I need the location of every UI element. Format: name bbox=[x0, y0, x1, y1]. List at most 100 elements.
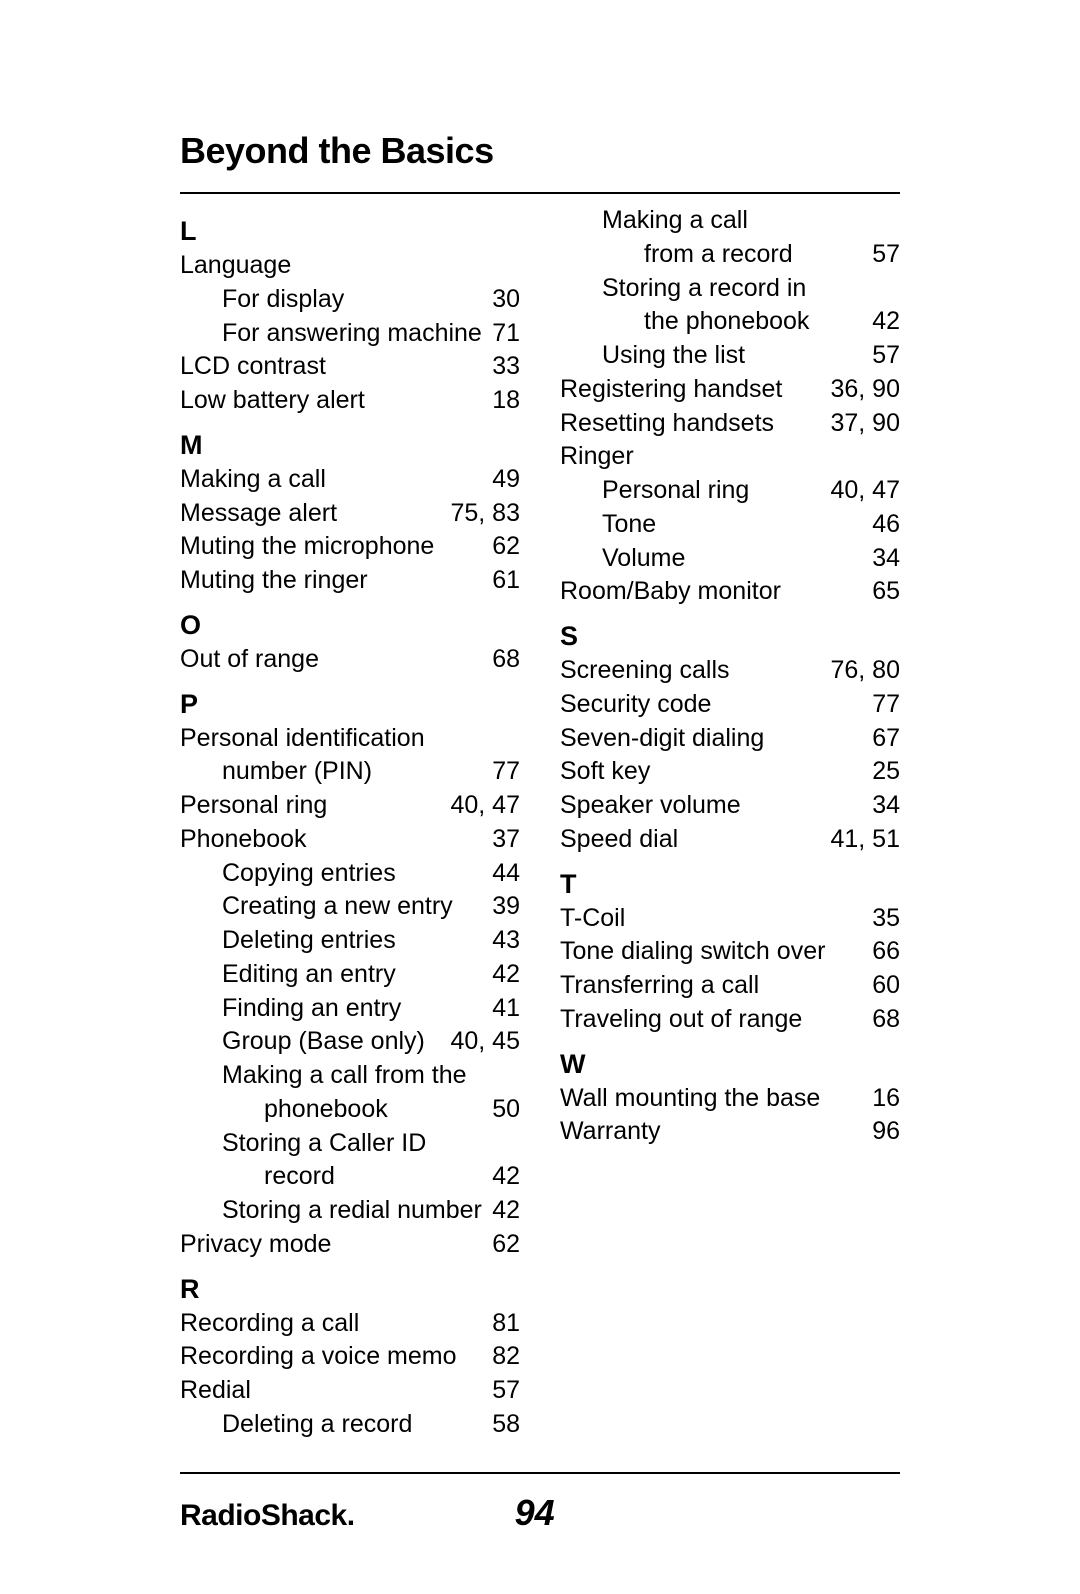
index-entry-label: Making a call bbox=[560, 204, 892, 238]
index-entry: Message alert75, 83 bbox=[180, 497, 520, 531]
index-entry: Personal identification bbox=[180, 722, 520, 756]
footer: RadioShack. 94 bbox=[180, 1492, 900, 1534]
index-entry: number (PIN)77 bbox=[180, 755, 520, 789]
index-entry-label: For display bbox=[180, 283, 484, 317]
index-entry-label: Storing a record in bbox=[560, 272, 892, 306]
index-entry: Tone46 bbox=[560, 508, 900, 542]
index-entry: Soft key25 bbox=[560, 755, 900, 789]
index-entry: Recording a voice memo82 bbox=[180, 1340, 520, 1374]
index-entry: Muting the microphone62 bbox=[180, 530, 520, 564]
index-entry-pages: 57 bbox=[484, 1374, 520, 1408]
index-entry: Recording a call81 bbox=[180, 1307, 520, 1341]
index-entry-label: Muting the ringer bbox=[180, 564, 484, 598]
index-entry-pages: 50 bbox=[484, 1093, 520, 1127]
index-entry-label: Tone dialing switch over bbox=[560, 935, 864, 969]
index-entry-pages: 34 bbox=[864, 789, 900, 823]
index-entry-label: For answering machine bbox=[180, 317, 484, 351]
index-entry-label: T-Coil bbox=[560, 902, 864, 936]
brand-logo: RadioShack. bbox=[180, 1499, 355, 1533]
index-entry-pages: 77 bbox=[484, 755, 520, 789]
index-entry: For display30 bbox=[180, 283, 520, 317]
index-entry-label: Privacy mode bbox=[180, 1228, 484, 1262]
index-entry-label: Group (Base only) bbox=[180, 1025, 442, 1059]
index-section-letter: P bbox=[180, 689, 520, 720]
index-entry-pages: 81 bbox=[484, 1307, 520, 1341]
index-entry-label: Recording a voice memo bbox=[180, 1340, 484, 1374]
index-entry: Room/Baby monitor65 bbox=[560, 575, 900, 609]
index-entry-pages: 33 bbox=[484, 350, 520, 384]
index-entry-label: from a record bbox=[560, 238, 864, 272]
index-entry-label: Personal identification bbox=[180, 722, 512, 756]
index-entry: Ringer bbox=[560, 440, 900, 474]
index-entry-label: Warranty bbox=[560, 1115, 864, 1149]
index-entry-pages: 71 bbox=[484, 317, 520, 351]
index-entry-label: LCD contrast bbox=[180, 350, 484, 384]
index-entry-pages: 40, 47 bbox=[442, 789, 520, 823]
top-rule bbox=[180, 192, 900, 194]
index-entry-label: Transferring a call bbox=[560, 969, 864, 1003]
index-entry: Personal ring40, 47 bbox=[180, 789, 520, 823]
index-entry: Finding an entry41 bbox=[180, 992, 520, 1026]
index-entry: Using the list57 bbox=[560, 339, 900, 373]
index-section-letter: W bbox=[560, 1049, 900, 1080]
index-entry-pages: 25 bbox=[864, 755, 900, 789]
index-entry: Personal ring40, 47 bbox=[560, 474, 900, 508]
index-entry-label: Deleting a record bbox=[180, 1408, 484, 1442]
index-entry-label: Personal ring bbox=[180, 789, 442, 823]
index-entry: Registering handset36, 90 bbox=[560, 373, 900, 407]
index-entry-pages: 60 bbox=[864, 969, 900, 1003]
index-entry-pages: 42 bbox=[864, 305, 900, 339]
index-entry: Speed dial41, 51 bbox=[560, 823, 900, 857]
index-entry-pages: 40, 47 bbox=[822, 474, 900, 508]
index-entry-pages: 42 bbox=[484, 958, 520, 992]
index-entry-label: Muting the microphone bbox=[180, 530, 484, 564]
index-entry-pages: 66 bbox=[864, 935, 900, 969]
index-entry-label: Language bbox=[180, 249, 512, 283]
index-section-letter: S bbox=[560, 621, 900, 652]
index-entry-pages bbox=[512, 1127, 520, 1161]
index-entry-label: Storing a Caller ID bbox=[180, 1127, 512, 1161]
index-entry-pages bbox=[892, 440, 900, 474]
index-entry: record42 bbox=[180, 1160, 520, 1194]
index-entry: Storing a Caller ID bbox=[180, 1127, 520, 1161]
left-column: LLanguageFor display30For answering mach… bbox=[180, 204, 520, 1442]
index-entry-label: Out of range bbox=[180, 643, 484, 677]
index-entry-pages: 82 bbox=[484, 1340, 520, 1374]
index-entry: Resetting handsets37, 90 bbox=[560, 407, 900, 441]
index-entry-pages: 68 bbox=[484, 643, 520, 677]
index-entry-label: Wall mounting the base bbox=[560, 1082, 864, 1116]
index-entry-label: Ringer bbox=[560, 440, 892, 474]
index-entry: Copying entries44 bbox=[180, 857, 520, 891]
index-entry-pages: 77 bbox=[864, 688, 900, 722]
index-entry-label: Storing a redial number bbox=[180, 1194, 484, 1228]
index-entry-pages: 41 bbox=[484, 992, 520, 1026]
index-columns: LLanguageFor display30For answering mach… bbox=[180, 204, 900, 1442]
index-entry-pages: 30 bbox=[484, 283, 520, 317]
index-entry-label: Creating a new entry bbox=[180, 890, 484, 924]
index-entry-label: Soft key bbox=[560, 755, 864, 789]
index-entry-pages: 34 bbox=[864, 542, 900, 576]
index-entry: Tone dialing switch over66 bbox=[560, 935, 900, 969]
index-entry: Security code77 bbox=[560, 688, 900, 722]
index-entry-pages: 36, 90 bbox=[822, 373, 900, 407]
index-entry-pages: 62 bbox=[484, 1228, 520, 1262]
index-entry: Storing a record in bbox=[560, 272, 900, 306]
index-entry-pages: 49 bbox=[484, 463, 520, 497]
index-entry-label: Traveling out of range bbox=[560, 1003, 864, 1037]
index-entry-pages: 41, 51 bbox=[822, 823, 900, 857]
index-entry-label: Speaker volume bbox=[560, 789, 864, 823]
index-entry-pages: 65 bbox=[864, 575, 900, 609]
index-entry-label: Phonebook bbox=[180, 823, 484, 857]
index-entry: Screening calls76, 80 bbox=[560, 654, 900, 688]
index-entry-pages: 40, 45 bbox=[442, 1025, 520, 1059]
index-entry-label: Redial bbox=[180, 1374, 484, 1408]
index-entry-pages: 61 bbox=[484, 564, 520, 598]
index-entry-label: Tone bbox=[560, 508, 864, 542]
index-entry-pages: 35 bbox=[864, 902, 900, 936]
index-entry-label: Screening calls bbox=[560, 654, 822, 688]
index-entry-pages: 76, 80 bbox=[822, 654, 900, 688]
index-entry-pages: 57 bbox=[864, 339, 900, 373]
index-entry-label: Seven-digit dialing bbox=[560, 722, 864, 756]
index-entry: Warranty96 bbox=[560, 1115, 900, 1149]
index-entry: Out of range68 bbox=[180, 643, 520, 677]
